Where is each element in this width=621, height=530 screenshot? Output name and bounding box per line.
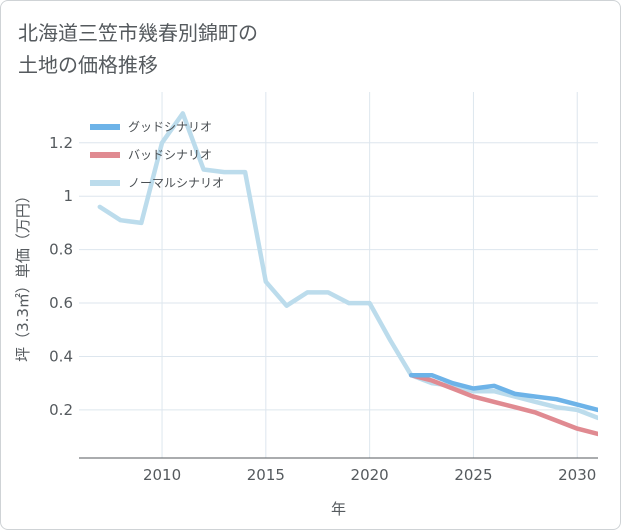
legend-item-1[interactable]: バッドシナリオ <box>90 148 212 162</box>
x-axis-title: 年 <box>331 500 346 518</box>
legend-label: グッドシナリオ <box>128 120 212 134</box>
y-tick-label: 0.4 <box>49 347 73 365</box>
y-axis-ticks: 0.2 0.4 0.6 0.8 1 1.2 <box>49 134 73 419</box>
x-tick-label: 2030 <box>558 466 596 484</box>
grid <box>79 92 598 458</box>
series-line-2 <box>97 111 598 421</box>
x-tick-label: 2020 <box>351 466 389 484</box>
series-lines <box>97 111 598 437</box>
y-tick-label: 1 <box>63 187 73 205</box>
series-line-1 <box>408 372 598 437</box>
y-tick-label: 0.8 <box>49 241 73 259</box>
legend-label: バッドシナリオ <box>128 148 212 162</box>
legend-item-2[interactable]: ノーマルシナリオ <box>90 176 224 190</box>
x-tick-label: 2015 <box>247 466 285 484</box>
chart-title: 北海道三笠市幾春別錦町の 土地の価格推移 <box>18 21 258 77</box>
y-tick-label: 0.6 <box>49 294 73 312</box>
series-line-0 <box>408 372 598 413</box>
legend-item-0[interactable]: グッドシナリオ <box>90 120 212 134</box>
y-tick-label: 1.2 <box>49 134 73 152</box>
x-tick-label: 2025 <box>454 466 492 484</box>
x-tick-label: 2010 <box>143 466 181 484</box>
y-tick-label: 0.2 <box>49 401 73 419</box>
x-axis-ticks: 2010 2015 2020 2025 2030 <box>143 466 596 484</box>
y-axis-title: 坪（3.3㎡）単価（万円） <box>14 188 32 362</box>
legend-label: ノーマルシナリオ <box>128 176 224 190</box>
